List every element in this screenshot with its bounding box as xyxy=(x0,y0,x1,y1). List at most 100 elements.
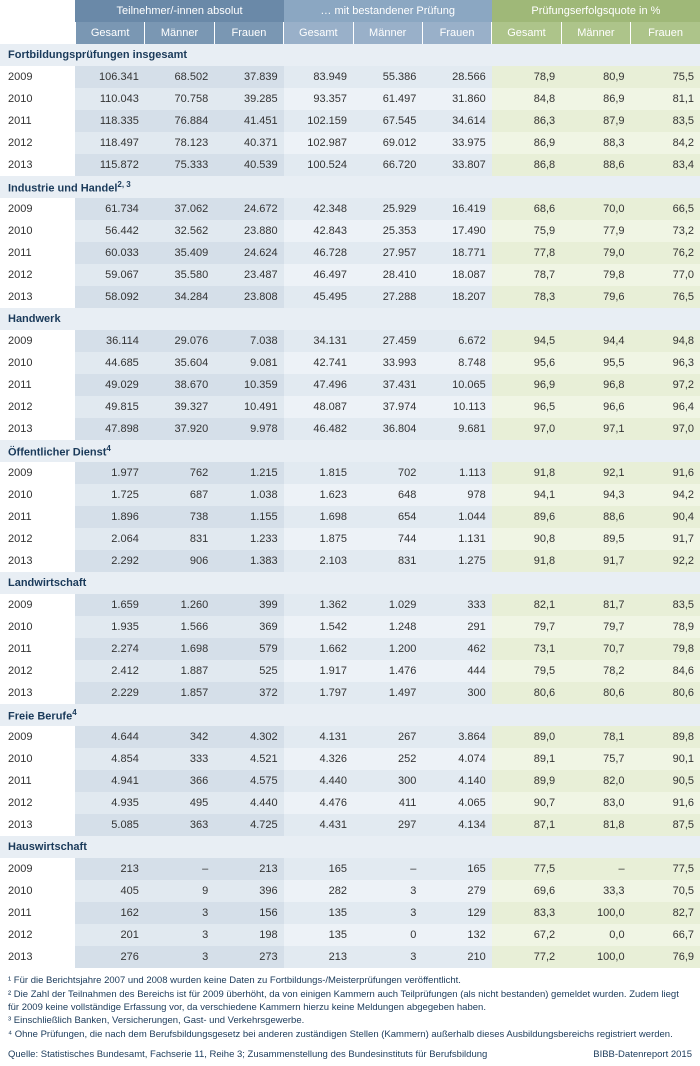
year-cell: 2013 xyxy=(0,154,75,176)
rate-cell: 91,7 xyxy=(631,528,700,550)
rate-cell: 0,0 xyxy=(561,924,630,946)
abs-cell: 276 xyxy=(75,946,144,968)
rate-cell: 84,2 xyxy=(631,132,700,154)
table-row: 201358.09234.28423.80845.49527.28818.207… xyxy=(0,286,700,308)
pass-cell: 69.012 xyxy=(353,132,422,154)
pass-cell: 27.288 xyxy=(353,286,422,308)
pass-cell: 2.103 xyxy=(284,550,353,572)
pass-cell: 37.974 xyxy=(353,396,422,418)
rate-cell: 77,9 xyxy=(561,220,630,242)
rate-cell: 78,9 xyxy=(631,616,700,638)
year-cell: 2010 xyxy=(0,880,75,902)
table-row: 200936.11429.0767.03834.13127.4596.67294… xyxy=(0,330,700,352)
rate-cell: 89,6 xyxy=(492,506,561,528)
pass-cell: 31.860 xyxy=(422,88,491,110)
hdr-sub: Männer xyxy=(561,22,630,44)
rate-cell: 91,7 xyxy=(561,550,630,572)
table-row: 2013115.87275.33340.539100.52466.72033.8… xyxy=(0,154,700,176)
rate-cell: 94,4 xyxy=(561,330,630,352)
abs-cell: 198 xyxy=(214,924,283,946)
pass-cell: 102.987 xyxy=(284,132,353,154)
abs-cell: 10.359 xyxy=(214,374,283,396)
pass-cell: 3 xyxy=(353,880,422,902)
pass-cell: 1.113 xyxy=(422,462,491,484)
abs-cell: 363 xyxy=(145,814,214,836)
table-row: 2009106.34168.50237.83983.94955.38628.56… xyxy=(0,66,700,88)
table-row: 20132.2929061.3832.1038311.27591,891,792… xyxy=(0,550,700,572)
abs-cell: 37.839 xyxy=(214,66,283,88)
abs-cell: 1.383 xyxy=(214,550,283,572)
abs-cell: 2.064 xyxy=(75,528,144,550)
pass-cell: 28.410 xyxy=(353,264,422,286)
abs-cell: 29.076 xyxy=(145,330,214,352)
rate-cell: 92,2 xyxy=(631,550,700,572)
abs-cell: 23.487 xyxy=(214,264,283,286)
abs-cell: 369 xyxy=(214,616,283,638)
rate-cell: 94,2 xyxy=(631,484,700,506)
abs-cell: 35.604 xyxy=(145,352,214,374)
hdr-sub: Männer xyxy=(145,22,214,44)
pass-cell: 282 xyxy=(284,880,353,902)
rate-cell: 97,2 xyxy=(631,374,700,396)
table-row: 20112.2741.6985791.6621.20046273,170,779… xyxy=(0,638,700,660)
pass-cell: 1.497 xyxy=(353,682,422,704)
rate-cell: 86,8 xyxy=(492,154,561,176)
year-cell: 2013 xyxy=(0,814,75,836)
hdr-group-abs: Teilnehmer/-innen absolut xyxy=(75,0,283,22)
pass-cell: 33.975 xyxy=(422,132,491,154)
table-row: 20122.0648311.2331.8757441.13190,889,591… xyxy=(0,528,700,550)
pass-cell: 1.029 xyxy=(353,594,422,616)
pass-cell: 8.748 xyxy=(422,352,491,374)
rate-cell: 89,9 xyxy=(492,770,561,792)
abs-cell: 37.920 xyxy=(145,418,214,440)
rate-cell: 91,8 xyxy=(492,550,561,572)
table-row: 2009213–213165–16577,5–77,5 xyxy=(0,858,700,880)
rate-cell: 94,8 xyxy=(631,330,700,352)
pass-cell: 135 xyxy=(284,902,353,924)
abs-cell: 39.285 xyxy=(214,88,283,110)
rate-cell: 90,8 xyxy=(492,528,561,550)
section-title: Öffentlicher Dienst4 xyxy=(0,440,700,462)
rate-cell: 89,0 xyxy=(492,726,561,748)
pass-cell: 4.140 xyxy=(422,770,491,792)
rate-cell: 83,0 xyxy=(561,792,630,814)
table-row: 20111623156135312983,3100,082,7 xyxy=(0,902,700,924)
year-cell: 2011 xyxy=(0,110,75,132)
pass-cell: 1.044 xyxy=(422,506,491,528)
abs-cell: 76.884 xyxy=(145,110,214,132)
abs-cell: 41.451 xyxy=(214,110,283,132)
year-cell: 2009 xyxy=(0,198,75,220)
pass-cell: 10.113 xyxy=(422,396,491,418)
rate-cell: 90,7 xyxy=(492,792,561,814)
abs-cell: 4.941 xyxy=(75,770,144,792)
footnote: ² Die Zahl der Teilnahmen des Bereichs i… xyxy=(8,989,692,1015)
rate-cell: 77,2 xyxy=(492,946,561,968)
abs-cell: 738 xyxy=(145,506,214,528)
rate-cell: 96,4 xyxy=(631,396,700,418)
pass-cell: 83.949 xyxy=(284,66,353,88)
rate-cell: 84,6 xyxy=(631,660,700,682)
abs-cell: 162 xyxy=(75,902,144,924)
abs-cell: 4.725 xyxy=(214,814,283,836)
rate-cell: 73,2 xyxy=(631,220,700,242)
abs-cell: 4.440 xyxy=(214,792,283,814)
rate-cell: 70,7 xyxy=(561,638,630,660)
rate-cell: 92,1 xyxy=(561,462,630,484)
hdr-group-pass: … mit bestandener Prüfung xyxy=(284,0,492,22)
pass-cell: 3.864 xyxy=(422,726,491,748)
abs-cell: 35.409 xyxy=(145,242,214,264)
rate-cell: 82,0 xyxy=(561,770,630,792)
abs-cell: 49.815 xyxy=(75,396,144,418)
pass-cell: 132 xyxy=(422,924,491,946)
rate-cell: 96,3 xyxy=(631,352,700,374)
abs-cell: 4.935 xyxy=(75,792,144,814)
pass-cell: 42.741 xyxy=(284,352,353,374)
year-cell: 2011 xyxy=(0,770,75,792)
section-title: Hauswirtschaft xyxy=(0,836,700,858)
rate-cell: 80,6 xyxy=(631,682,700,704)
abs-cell: 106.341 xyxy=(75,66,144,88)
hdr-sub: Frauen xyxy=(631,22,700,44)
rate-cell: 69,6 xyxy=(492,880,561,902)
rate-cell: 86,9 xyxy=(561,88,630,110)
pass-cell: 9.681 xyxy=(422,418,491,440)
